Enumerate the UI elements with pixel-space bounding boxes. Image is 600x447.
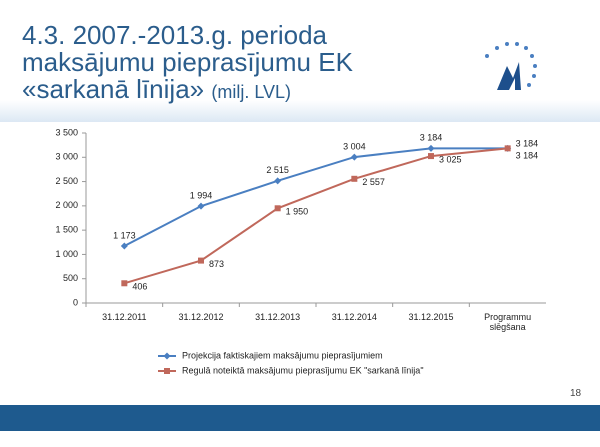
- y-tick-label: 1 000: [55, 249, 78, 259]
- x-tick-label: 31.12.2012: [178, 312, 224, 322]
- x-tick-label: 31.12.2011: [102, 312, 147, 322]
- marker: [120, 242, 128, 250]
- marker: [274, 177, 282, 185]
- value-label: 3 184: [420, 133, 443, 143]
- y-tick-label: 2 000: [55, 200, 78, 210]
- title-unit: (milj. LVL): [211, 82, 292, 102]
- x-tick-label: 31.12.2014: [331, 312, 377, 322]
- title-text: 4.3. 2007.-2013.g. perioda maksājumu pie…: [22, 20, 353, 104]
- value-label: 1 950: [286, 207, 309, 217]
- x-tick-label: 31.12.2013: [255, 312, 301, 322]
- y-tick-label: 500: [63, 273, 78, 283]
- marker: [428, 153, 434, 160]
- marker: [164, 368, 170, 374]
- value-label: 873: [209, 259, 224, 269]
- marker: [163, 352, 171, 360]
- page-number: 18: [570, 388, 582, 399]
- slide-title: 4.3. 2007.-2013.g. perioda maksājumu pie…: [22, 22, 462, 106]
- value-label: 3 184: [516, 151, 539, 161]
- value-label: 1 994: [190, 191, 213, 201]
- x-tick-label: Programmu slēgšana: [484, 312, 532, 332]
- value-label: 1 173: [113, 230, 136, 240]
- value-label: 2 515: [266, 165, 289, 175]
- title-band: [0, 100, 600, 122]
- value-label: 2 557: [362, 177, 385, 187]
- logo: [485, 42, 537, 90]
- legend-label: Regulā noteiktā maksājumu pieprasījumu E…: [182, 365, 424, 375]
- y-tick-label: 0: [73, 297, 78, 307]
- marker: [198, 257, 204, 264]
- value-label: 406: [132, 282, 147, 292]
- marker: [197, 202, 205, 210]
- footer-bar: [0, 405, 600, 431]
- series-line: [124, 147, 508, 285]
- value-label: 3 025: [439, 154, 462, 164]
- value-label: 3 004: [343, 141, 366, 151]
- y-tick-label: 3 500: [55, 127, 78, 137]
- value-label: 3 184: [516, 139, 539, 149]
- marker: [274, 205, 281, 212]
- x-tick-label: 31.12.2015: [408, 312, 454, 322]
- legend-label: Projekcija faktiskajiem maksājumu piepra…: [182, 350, 383, 360]
- marker: [121, 280, 128, 287]
- marker: [350, 153, 358, 161]
- y-tick-label: 2 500: [55, 176, 78, 186]
- marker: [504, 145, 511, 152]
- series-line: [123, 147, 508, 247]
- y-tick-label: 3 000: [55, 152, 78, 162]
- y-tick-label: 1 500: [55, 225, 78, 235]
- marker: [427, 144, 435, 152]
- marker: [351, 175, 358, 182]
